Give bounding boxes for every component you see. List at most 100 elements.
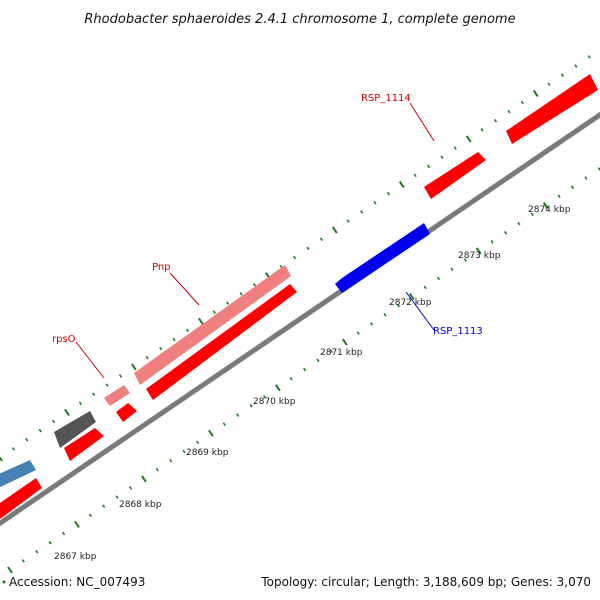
outer-tick — [0, 455, 2, 461]
footer-accession: Accession: NC_007493 — [9, 575, 145, 589]
cds-rsp1113[interactable] — [335, 223, 430, 293]
outer-tick — [65, 409, 69, 415]
inner-tick — [49, 541, 51, 544]
label-rpsO[interactable]: rpsO — [52, 334, 76, 345]
outer-tick — [93, 393, 95, 396]
outer-tick — [441, 156, 443, 159]
kbp-label-2868: 2868 kbp — [119, 500, 162, 510]
cds-rpsO[interactable] — [116, 403, 137, 422]
outer-tick — [534, 90, 538, 96]
inner-tick — [276, 385, 280, 391]
inner-tick — [558, 195, 560, 198]
kbp-label-2871: 2871 kbp — [320, 348, 363, 358]
outer-tick — [521, 101, 523, 104]
outer-tick — [508, 110, 510, 113]
outer-tick — [120, 375, 122, 378]
outer-tick — [428, 165, 430, 168]
outer-tick — [347, 220, 349, 223]
outer-tick — [199, 318, 203, 324]
outer-tick — [333, 227, 337, 233]
map-title: Rhodobacter sphaeroides 2.4.1 chromosome… — [84, 12, 515, 27]
inner-tick — [36, 550, 38, 553]
inner-tick — [290, 377, 292, 380]
footer-summary: Topology: circular; Length: 3,188,609 bp… — [260, 575, 591, 589]
inner-tick — [63, 532, 65, 535]
inner-tick — [170, 459, 172, 462]
outer-tick — [361, 211, 363, 214]
outer-tick — [227, 302, 229, 305]
inner-tick — [438, 277, 440, 280]
outer-tick — [575, 65, 577, 68]
outer-tick — [13, 448, 15, 451]
inner-tick — [384, 313, 386, 316]
kbp-label-2874: 2874 kbp — [528, 205, 571, 215]
inner-tick — [357, 332, 359, 335]
gene-rpsO-feature[interactable] — [104, 385, 130, 406]
footer-dot — [3, 581, 6, 584]
outer-tick — [321, 238, 323, 241]
outer-tick — [548, 83, 550, 86]
outer-tick — [374, 201, 376, 204]
outer-tick — [53, 420, 55, 423]
inner-tick — [223, 423, 225, 426]
label-rsp1114[interactable]: RSP_1114 — [361, 93, 411, 104]
inner-tick — [572, 186, 574, 189]
outer-tick — [467, 136, 471, 142]
inner-tick-row — [8, 168, 600, 573]
inner-tick — [209, 430, 213, 436]
callout-rpsO — [76, 342, 104, 378]
kbp-label-2869: 2869 kbp — [186, 448, 229, 458]
inner-tick — [424, 286, 426, 289]
inner-tick — [130, 487, 132, 490]
inner-tick — [237, 414, 239, 417]
outer-tick — [294, 256, 296, 259]
outer-tick — [240, 293, 242, 296]
cds-rsp1114-b[interactable] — [506, 74, 598, 144]
callout-pnp — [170, 273, 199, 305]
outer-tick — [400, 182, 404, 188]
outer-tick — [213, 311, 215, 314]
callout-rsp1114 — [410, 103, 434, 141]
outer-tick — [562, 74, 564, 77]
inner-tick — [317, 359, 319, 362]
outer-tick — [80, 402, 82, 405]
outer-tick — [495, 119, 497, 122]
gene-pnp-feature[interactable] — [134, 265, 291, 385]
inner-tick — [183, 450, 185, 453]
inner-tick — [343, 339, 347, 345]
inner-tick — [491, 241, 493, 244]
inner-tick — [505, 231, 507, 234]
outer-tick — [588, 56, 590, 59]
outer-tick — [254, 284, 256, 287]
outer-tick — [388, 192, 390, 195]
inner-tick — [103, 505, 105, 508]
inner-tick — [585, 177, 587, 180]
outer-tick — [454, 147, 456, 150]
outer-tick — [160, 347, 162, 350]
inner-tick — [451, 268, 453, 271]
outer-tick-row — [0, 45, 600, 461]
kbp-label-2867: 2867 kbp — [54, 552, 97, 562]
inner-tick — [116, 496, 118, 499]
inner-tick — [23, 560, 25, 563]
outer-tick — [187, 329, 189, 332]
outer-tick — [173, 338, 175, 341]
inner-tick — [142, 476, 146, 482]
outer-tick — [26, 438, 28, 441]
outer-tick — [132, 364, 136, 370]
outer-tick — [39, 429, 41, 432]
inner-tick — [156, 468, 158, 471]
label-pnp[interactable]: Pnp — [152, 262, 171, 273]
inner-tick — [75, 521, 79, 527]
outer-tick — [106, 384, 108, 387]
label-rsp1113[interactable]: RSP_1113 — [433, 326, 483, 337]
outer-tick — [481, 129, 483, 132]
kbp-label-2870: 2870 kbp — [253, 397, 296, 407]
inner-tick — [371, 323, 373, 326]
inner-tick — [304, 368, 306, 371]
outer-tick — [146, 356, 148, 359]
inner-tick — [250, 405, 252, 408]
inner-tick — [8, 567, 12, 573]
cds-rsp1114-a[interactable] — [424, 152, 486, 199]
